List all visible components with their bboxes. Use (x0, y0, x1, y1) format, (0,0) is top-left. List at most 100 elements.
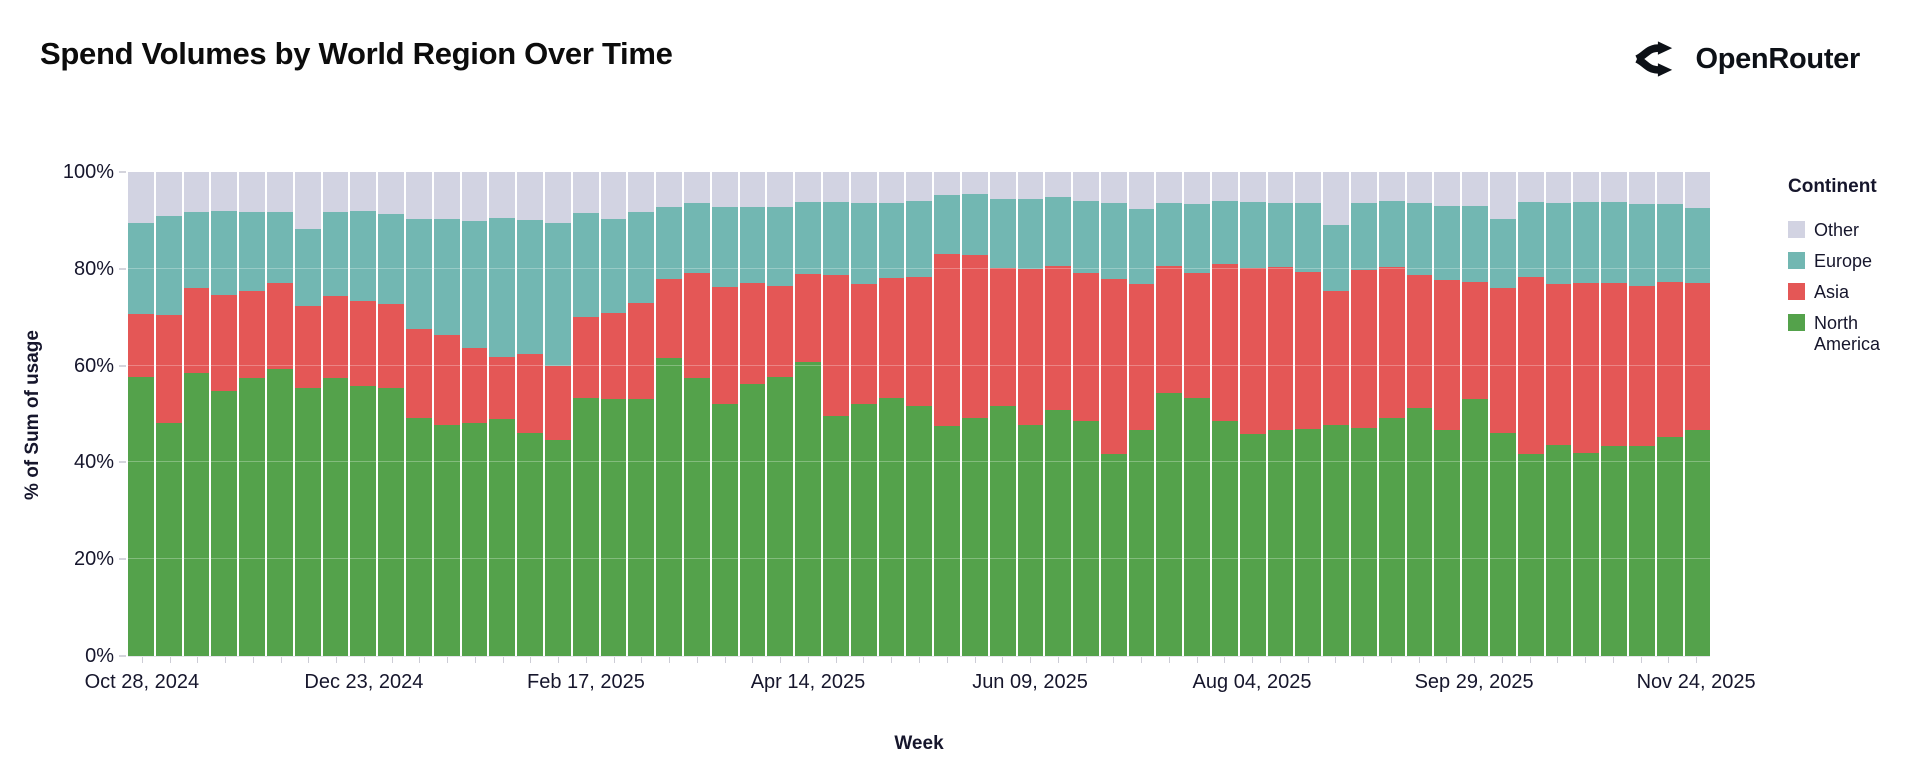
bar-segment-europe[interactable] (378, 214, 404, 305)
bar-segment-europe[interactable] (155, 216, 182, 315)
bar-segment-north-america[interactable] (1128, 430, 1155, 656)
bar-feb-03-2025[interactable] (517, 172, 543, 656)
bar-segment-asia[interactable] (1017, 269, 1044, 426)
bar-segment-europe[interactable] (1017, 199, 1044, 270)
bar-dec-16-2024[interactable] (322, 172, 349, 656)
bar-segment-other[interactable] (906, 172, 933, 201)
bar-segment-north-america[interactable] (906, 405, 933, 656)
bar-segment-north-america[interactable] (850, 403, 877, 656)
bar-feb-10-2025[interactable] (544, 172, 571, 656)
bar-segment-north-america[interactable] (1684, 429, 1711, 656)
bar-segment-other[interactable] (878, 172, 905, 203)
legend-item-asia[interactable]: Asia (1788, 282, 1908, 303)
bar-segment-north-america[interactable] (961, 418, 988, 656)
bar-segment-north-america[interactable] (1434, 429, 1461, 656)
bar-segment-asia[interactable] (1239, 268, 1266, 434)
bar-segment-north-america[interactable] (628, 398, 655, 656)
bar-oct-06-2025[interactable] (1490, 172, 1516, 656)
bar-dec-02-2024[interactable] (266, 172, 293, 656)
bar-segment-asia[interactable] (850, 283, 877, 404)
bar-segment-other[interactable] (1100, 172, 1127, 203)
bar-jan-06-2025[interactable] (405, 172, 432, 656)
bar-segment-other[interactable] (1323, 172, 1350, 225)
bar-segment-europe[interactable] (1462, 205, 1489, 282)
bar-segment-europe[interactable] (878, 202, 905, 278)
bar-segment-europe[interactable] (683, 202, 710, 274)
bar-segment-asia[interactable] (378, 304, 404, 388)
bar-segment-other[interactable] (822, 172, 849, 202)
bar-jul-21-2025[interactable] (1184, 172, 1211, 656)
bar-jan-20-2025[interactable] (461, 172, 488, 656)
bar-segment-asia[interactable] (767, 286, 794, 377)
bar-segment-other[interactable] (155, 172, 182, 217)
legend-item-north-america[interactable]: North America (1788, 313, 1908, 355)
bar-segment-north-america[interactable] (1323, 425, 1350, 656)
bar-segment-other[interactable] (350, 172, 377, 211)
bar-nov-17-2025[interactable] (1656, 172, 1683, 656)
bar-segment-asia[interactable] (1490, 288, 1516, 433)
bar-segment-north-america[interactable] (1100, 454, 1127, 656)
bar-segment-europe[interactable] (517, 220, 543, 354)
bar-jun-02-2025[interactable] (989, 172, 1016, 656)
bar-segment-north-america[interactable] (1267, 429, 1294, 656)
bar-segment-europe[interactable] (183, 212, 210, 289)
bar-segment-europe[interactable] (711, 206, 738, 287)
bar-segment-other[interactable] (489, 172, 516, 219)
bar-nov-11-2024[interactable] (183, 172, 210, 656)
bar-segment-asia[interactable] (1656, 281, 1683, 438)
bar-segment-asia[interactable] (878, 277, 905, 398)
legend-item-europe[interactable]: Europe (1788, 251, 1908, 272)
bar-may-19-2025[interactable] (934, 172, 960, 656)
bar-segment-other[interactable] (656, 172, 682, 207)
bar-segment-other[interactable] (1545, 172, 1572, 204)
bar-nov-18-2024[interactable] (211, 172, 238, 656)
bar-segment-north-america[interactable] (1629, 445, 1655, 656)
bar-segment-north-america[interactable] (1462, 399, 1489, 656)
bar-sep-22-2025[interactable] (1434, 172, 1461, 656)
bar-jul-28-2025[interactable] (1212, 172, 1238, 656)
bar-segment-europe[interactable] (1156, 202, 1183, 266)
bar-segment-asia[interactable] (1684, 282, 1711, 430)
bar-segment-other[interactable] (795, 172, 821, 202)
bar-segment-europe[interactable] (1545, 203, 1572, 284)
bar-segment-europe[interactable] (266, 211, 293, 283)
bar-segment-asia[interactable] (1073, 273, 1099, 421)
bar-segment-other[interactable] (1656, 172, 1683, 204)
bar-segment-north-america[interactable] (1017, 425, 1044, 656)
bar-segment-other[interactable] (1128, 172, 1155, 210)
bar-dec-09-2024[interactable] (294, 172, 321, 656)
bar-segment-other[interactable] (405, 172, 432, 220)
bar-segment-north-america[interactable] (572, 397, 599, 656)
bar-segment-asia[interactable] (1100, 279, 1127, 455)
bar-segment-europe[interactable] (1239, 201, 1266, 269)
bar-segment-asia[interactable] (961, 254, 988, 419)
bar-segment-europe[interactable] (572, 213, 599, 318)
bar-segment-other[interactable] (239, 172, 265, 212)
bar-segment-asia[interactable] (822, 275, 849, 416)
bar-segment-other[interactable] (1045, 172, 1072, 197)
bar-segment-europe[interactable] (961, 194, 988, 255)
bar-segment-asia[interactable] (517, 354, 543, 433)
bar-segment-other[interactable] (322, 172, 349, 212)
bar-segment-north-america[interactable] (600, 399, 627, 656)
bar-segment-europe[interactable] (822, 201, 849, 276)
bar-segment-other[interactable] (1184, 172, 1211, 204)
bar-feb-17-2025[interactable] (572, 172, 599, 656)
bar-jun-23-2025[interactable] (1073, 172, 1099, 656)
bar-segment-asia[interactable] (1434, 280, 1461, 430)
bar-mar-24-2025[interactable] (711, 172, 738, 656)
bar-segment-north-america[interactable] (934, 426, 960, 656)
bar-segment-other[interactable] (1517, 172, 1544, 202)
bar-segment-north-america[interactable] (1295, 428, 1322, 656)
bar-segment-north-america[interactable] (989, 405, 1016, 656)
bar-segment-north-america[interactable] (1406, 408, 1433, 656)
bar-segment-other[interactable] (767, 172, 794, 207)
bar-segment-europe[interactable] (795, 201, 821, 275)
bar-segment-asia[interactable] (266, 282, 293, 369)
bar-segment-other[interactable] (989, 172, 1016, 200)
bar-segment-north-america[interactable] (1517, 454, 1544, 656)
bar-nov-24-2025[interactable] (1684, 172, 1711, 656)
bar-segment-europe[interactable] (544, 222, 571, 367)
bar-segment-asia[interactable] (711, 286, 738, 405)
bar-segment-asia[interactable] (489, 356, 516, 420)
